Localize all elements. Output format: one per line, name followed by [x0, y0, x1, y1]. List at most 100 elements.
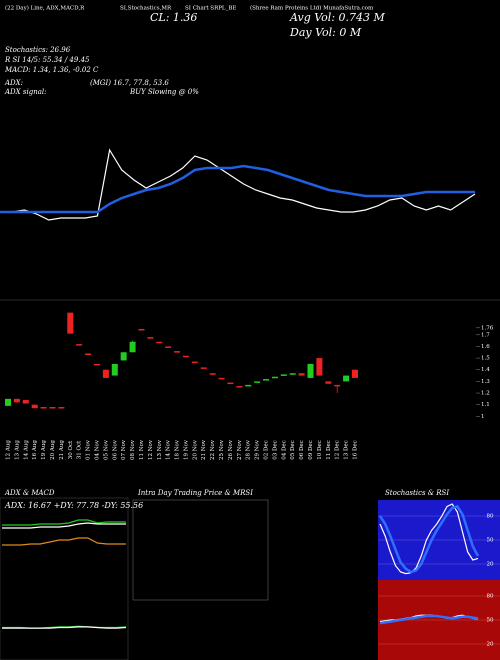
candle-body [343, 375, 350, 382]
y-tick-label: 50 [487, 618, 494, 624]
y-tick-label: 20 [487, 642, 494, 648]
intraday-frame [132, 499, 269, 601]
y-tick-label: 1.7 [481, 332, 490, 338]
candle-body [325, 381, 332, 384]
candle-body [209, 373, 216, 375]
x-tick-label: 04 Nov [94, 439, 100, 460]
close-price: CL: 1.36 [150, 11, 197, 24]
x-tick-label: 13 Nov [157, 439, 163, 460]
x-tick-label: 30 Oct [68, 440, 74, 459]
panel-title: ADX & MACD [4, 489, 55, 497]
candle-body [218, 377, 225, 380]
series-line [0, 148, 476, 221]
x-tick-label: 19 Nov [183, 439, 189, 460]
candle-body [352, 369, 358, 378]
y-tick-label: 1.2 [481, 391, 490, 397]
series-line [2, 537, 126, 546]
candle-body [289, 373, 296, 375]
candle-body [67, 312, 74, 334]
x-tick-label: 05 Dec [290, 440, 296, 460]
series-line [0, 164, 475, 214]
header-text: SI Chart SRPL_BE [185, 6, 236, 12]
x-tick-label: 10 Dec [317, 440, 323, 460]
x-tick-label: 12 Dec [335, 440, 341, 460]
candle-body [263, 379, 270, 381]
x-tick-label: 04 Dec [281, 440, 287, 460]
series-line [379, 614, 479, 625]
candle-body [85, 353, 92, 355]
candle-body [227, 382, 234, 385]
panel-title: Stochastics & RSI [385, 489, 449, 497]
x-tick-label: 29 Nov [255, 439, 261, 460]
adx-signal-label: ADX signal: [4, 88, 46, 96]
candle-body [298, 373, 305, 376]
mgi-value: (MGI) 16.7, 77.8, 53.6 [90, 79, 169, 87]
candle-body [31, 404, 38, 409]
candle-body [280, 374, 287, 376]
series-line [378, 504, 480, 574]
y-tick-label: 50 [487, 538, 494, 544]
x-tick-label: 16 Dec [353, 440, 359, 460]
x-tick-label: 03 Dec [272, 440, 278, 460]
macd-value: MACD: 1.34, 1.36, -0.02 C [4, 66, 99, 74]
candle-body [138, 328, 145, 331]
y-tick-label: 1.6 [481, 344, 490, 350]
series-line [2, 626, 127, 629]
x-tick-label: 28 Nov [246, 439, 252, 460]
candle-body [147, 337, 154, 339]
x-tick-label: 13 Aug [14, 440, 20, 460]
candle-body [58, 407, 65, 409]
x-tick-label: 21 Aug [59, 440, 65, 460]
candle-body [316, 358, 323, 376]
y-tick-label: 80 [487, 594, 494, 600]
adx-label: ADX: [4, 79, 23, 87]
series-line [379, 503, 479, 575]
candle-body [307, 363, 314, 378]
x-tick-label: 12 Nov [148, 439, 154, 460]
x-tick-label: 18 Nov [175, 439, 181, 460]
candle-body [102, 369, 109, 378]
candle-body [5, 398, 11, 406]
candle-body [174, 351, 181, 353]
candle-body [245, 384, 252, 387]
x-tick-label: 16 Aug [32, 440, 38, 460]
candle-body [165, 346, 172, 348]
header-text: (22 Day) Line, ADX,MACD,R [5, 5, 85, 12]
x-tick-label: 06 Nov [112, 439, 118, 460]
x-tick-label: 22 Nov [210, 439, 216, 460]
panel-title: Intra Day Trading Price & MRSI [137, 489, 253, 497]
x-tick-label: 20 Nov [192, 439, 198, 460]
x-tick-label: 13 Dec [344, 440, 350, 460]
candle-body [13, 398, 20, 403]
y-tick-label: 1.4 [481, 367, 490, 373]
x-tick-label: 20 Aug [50, 440, 56, 460]
y-tick-label: 1.1 [481, 402, 490, 408]
candle-body [120, 352, 127, 361]
candle-body [334, 384, 341, 387]
candle-body [236, 386, 243, 388]
panel-annotation: ADX: 16.67 +DY: 77.78 -DY: 55.56 [4, 501, 143, 510]
y-tick-label: 1 [481, 414, 485, 420]
candle-body [40, 407, 47, 409]
x-tick-label: 06 Dec [299, 440, 305, 460]
y-tick-label: 20 [487, 562, 494, 568]
x-tick-label: 01 Nov [86, 439, 92, 460]
candle-body [271, 376, 278, 379]
series-line [2, 519, 126, 526]
x-tick-label: 19 Aug [41, 440, 47, 460]
x-tick-label: 11 Nov [139, 439, 145, 460]
y-tick-label: 1.3 [481, 379, 490, 385]
rsi-value: R SI 14/5: 55.34 / 49.45 [4, 56, 90, 64]
panel-background [378, 500, 500, 580]
candle-body [111, 363, 118, 376]
x-tick-label: 02 Dec [264, 440, 270, 460]
candle-body [191, 361, 198, 364]
header-text: (Shree Ram Proteins Ltd) MunafaSutra.com [250, 5, 374, 12]
x-tick-label: 12 Aug [6, 440, 12, 460]
x-tick-label: 31 Oct [77, 440, 83, 459]
x-tick-label: 21 Nov [201, 439, 207, 460]
candle-body [129, 341, 136, 353]
candle-body [200, 367, 207, 369]
y-tick-label: 80 [487, 514, 494, 520]
candle-body [182, 355, 189, 358]
